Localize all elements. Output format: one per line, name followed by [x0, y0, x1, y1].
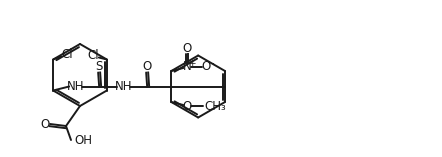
Text: Cl: Cl: [61, 48, 73, 61]
Text: O: O: [183, 100, 192, 113]
Text: +: +: [189, 59, 196, 68]
Text: -: -: [210, 58, 214, 68]
Text: Cl: Cl: [87, 49, 99, 62]
Text: S: S: [95, 60, 103, 73]
Text: O: O: [40, 117, 50, 130]
Text: NH: NH: [114, 80, 132, 93]
Text: N: N: [183, 60, 192, 73]
Text: NH: NH: [66, 80, 84, 93]
Text: O: O: [183, 41, 192, 54]
Text: OH: OH: [74, 135, 92, 147]
Text: CH₃: CH₃: [205, 100, 226, 113]
Text: O: O: [202, 60, 211, 73]
Text: O: O: [142, 60, 152, 73]
